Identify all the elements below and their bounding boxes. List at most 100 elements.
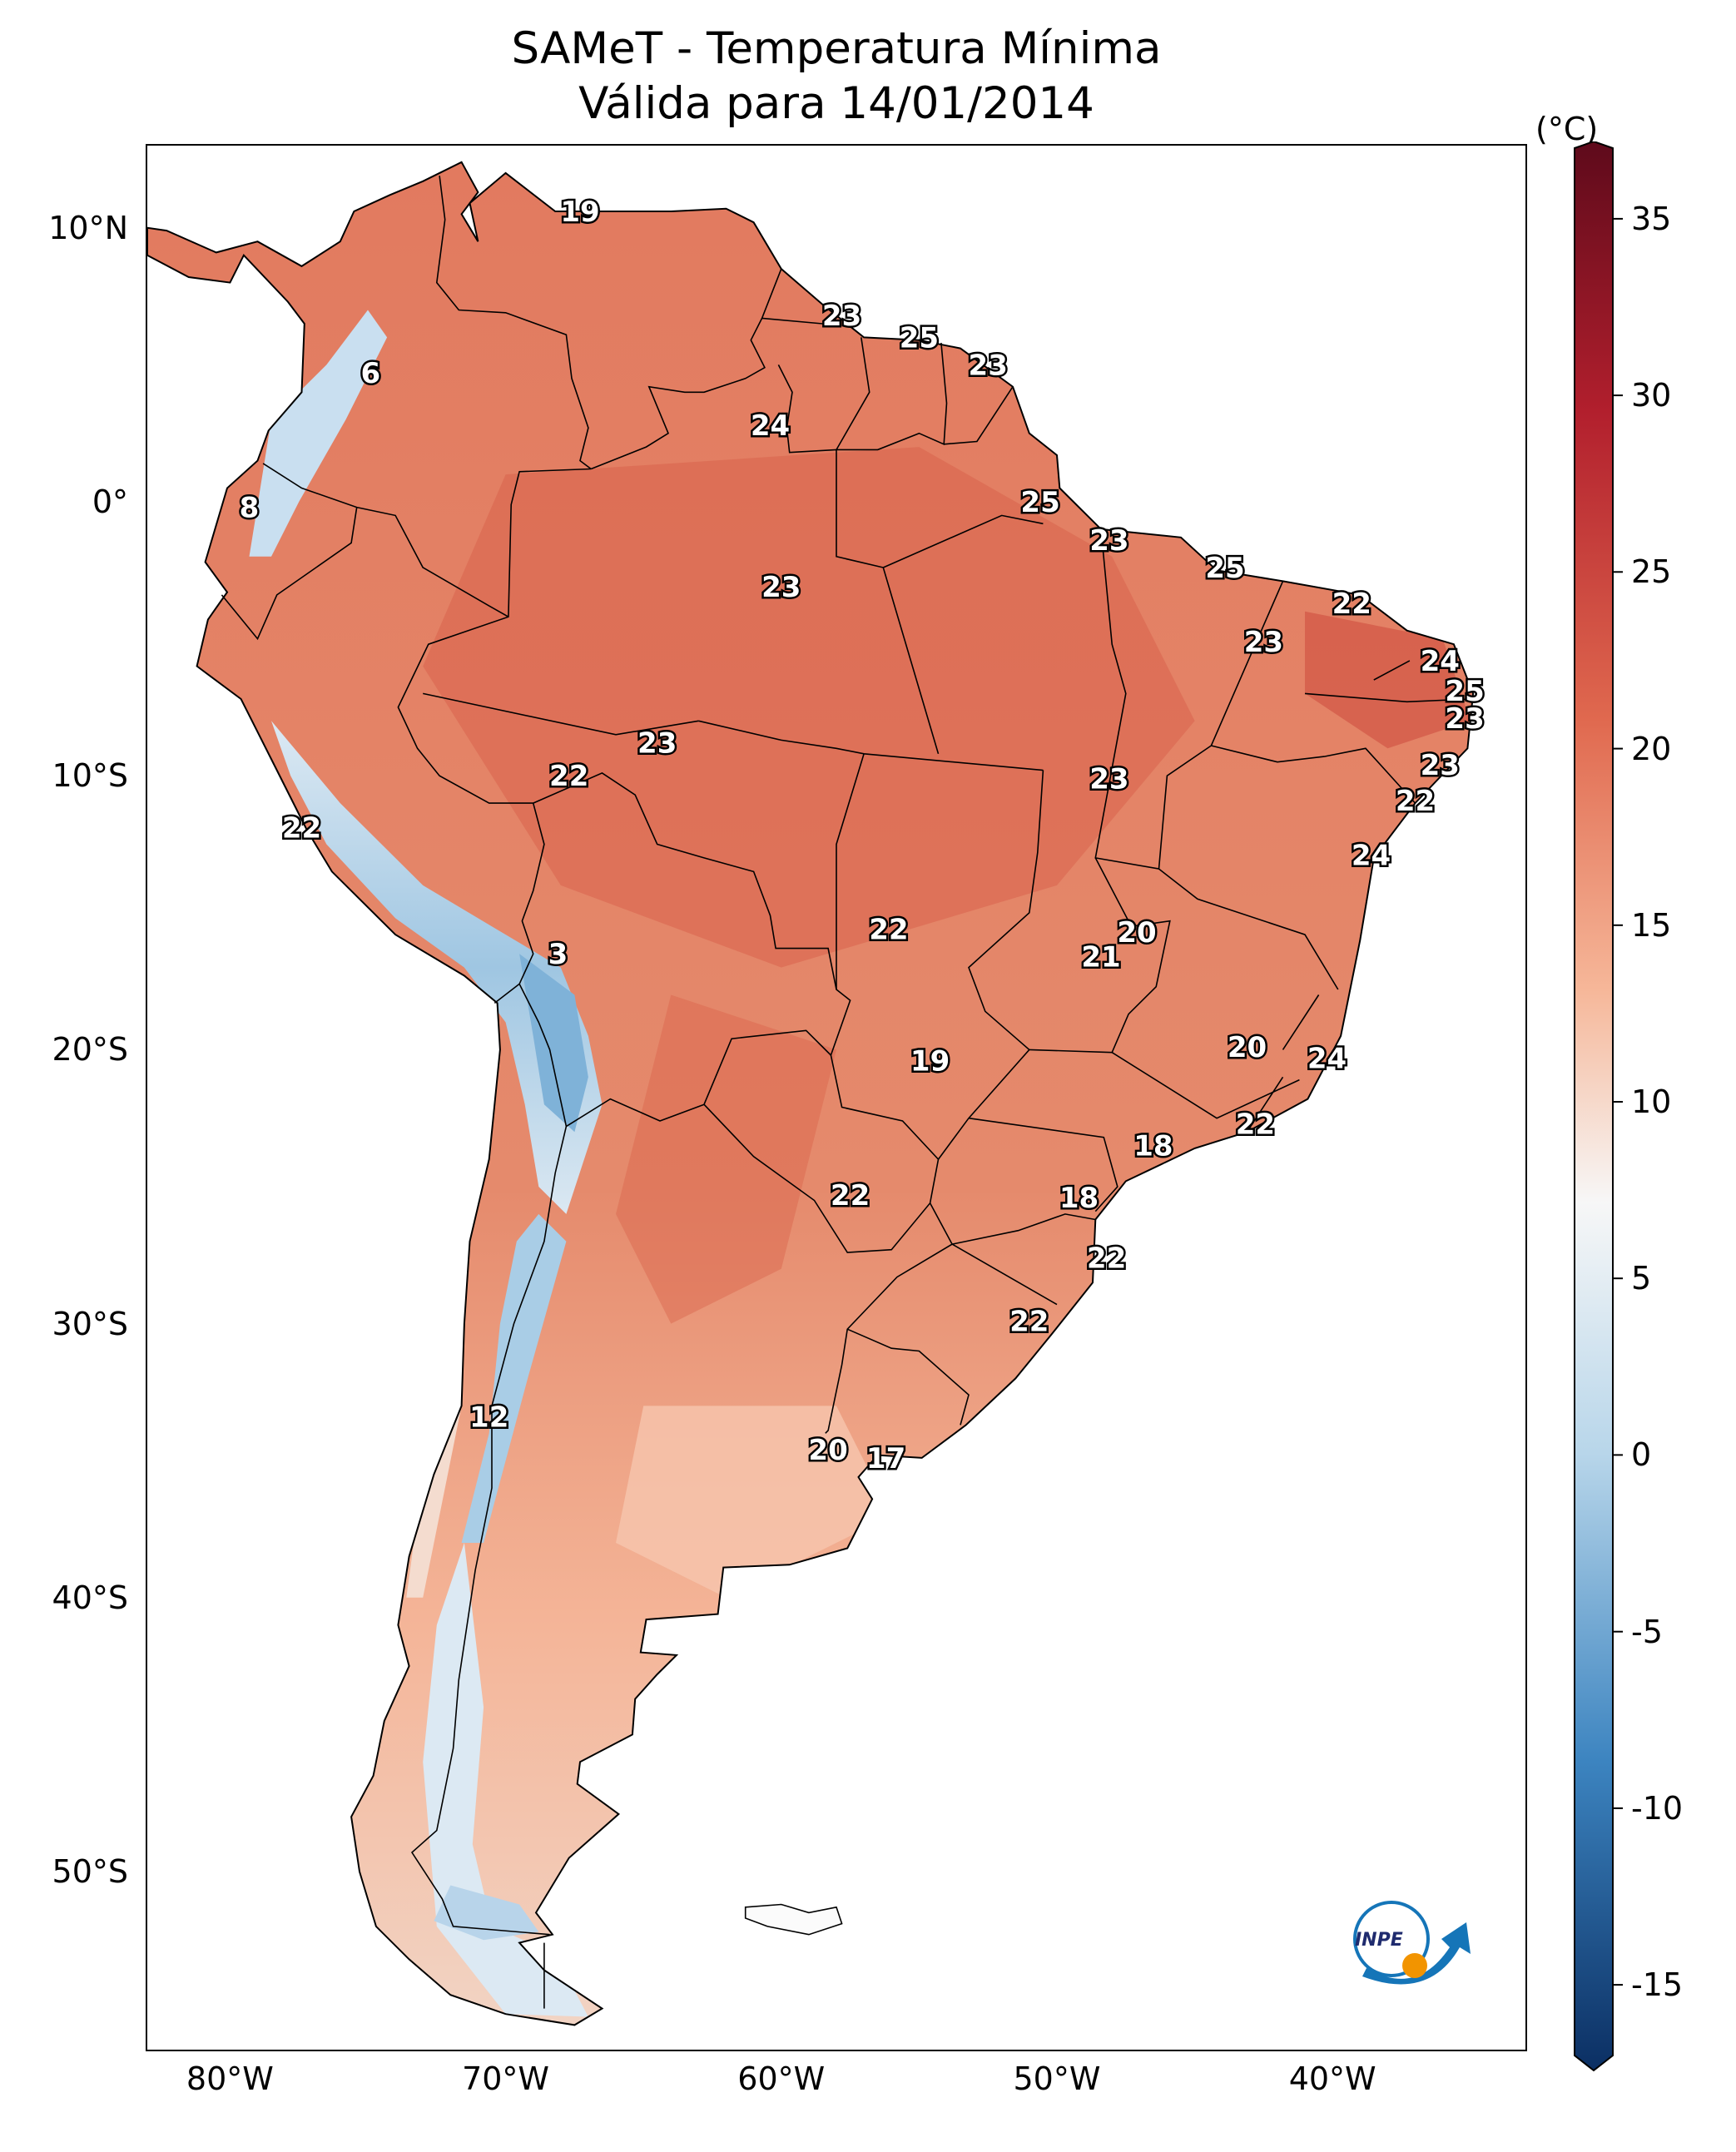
station-label: 3 [548,938,568,971]
border-line [262,463,509,617]
station-label: 20 [808,1434,847,1467]
longitude-tick-label: 60°W [737,2060,826,2097]
country-borders [147,161,1475,2026]
land-area [147,161,1474,2026]
station-label: 23 [969,349,1008,382]
logo-arrow-icon [1362,1922,1471,1985]
border-line [533,771,851,1056]
station-label: 25 [1445,675,1484,708]
latitude-tick-label: 10°S [52,757,128,795]
border-line [835,337,948,451]
latitude-tick-label: 20°S [52,1031,128,1069]
colorbar [1574,141,1623,2072]
station-label: 19 [560,196,599,229]
colorbar-tick-label: 20 [1631,730,1672,767]
border-line [494,802,545,1004]
border-line [1211,745,1416,804]
station-label: 22 [1236,1108,1275,1141]
longitude-tick-label: 50°W [1013,2060,1101,2097]
map-title: SAMeT - Temperatura Mínima [511,23,1162,74]
station-label: 18 [1059,1182,1099,1215]
station-label: 23 [1089,524,1128,558]
station-label: 20 [1117,916,1156,950]
border-line [836,753,865,989]
station-label: 22 [1087,1242,1126,1276]
station-label: 22 [282,812,321,845]
border-line [1304,692,1471,703]
station-label: 22 [1332,588,1371,621]
station-label: 17 [866,1442,905,1475]
longitude-tick-label: 70°W [462,2060,550,2097]
station-label: 24 [1421,645,1460,678]
logo-text: INPE [1355,1930,1403,1951]
warm-region-amazon [423,447,1195,968]
station-label: 22 [1009,1305,1049,1338]
border-line [435,176,592,470]
border-line [951,1213,1096,1245]
logo-ring-icon [1353,1901,1430,1977]
longitude-tick-label: 80°W [186,2060,274,2097]
station-label: 25 [1020,486,1059,519]
border-line [882,514,1044,568]
border-line [221,507,358,641]
border-line [1373,660,1411,681]
map-panel[interactable]: 19 23 25 23 6 24 8 25 23 25 23 22 23 24 25 23 23 22 23 23 22… [146,144,1527,2051]
border-line [1158,868,1339,990]
border-line [1246,1076,1284,1133]
border-line [944,386,1014,445]
station-label: 22 [831,1179,870,1212]
latitude-tick-label: 40°S [52,1579,128,1616]
station-label: 25 [1205,552,1244,585]
andes-cold-peru [271,721,603,1214]
station-label: 24 [1307,1042,1347,1075]
border-line [1094,528,1284,870]
station-label: 18 [1133,1130,1173,1163]
colorbar-tick-label: -5 [1631,1613,1663,1650]
inpe-logo: INPE [1353,1901,1471,1985]
station-label: 21 [1081,941,1120,974]
station-label: 22 [869,914,908,947]
andes-cold-north [249,310,388,557]
border-line [846,1328,970,1426]
logo-sun-icon [1402,1953,1427,1978]
colorbar-tick-label: 0 [1631,1436,1652,1474]
border-line [968,1117,1118,1212]
border-line [1029,1049,1300,1119]
colorbar-unit: (°C) [1535,111,1599,147]
cool-region-pampas [616,1406,892,1598]
colorbar-tick-label: -15 [1631,1966,1684,2004]
station-label: 22 [1396,785,1435,818]
colorbar-tick-label: 25 [1631,553,1672,591]
station-label: 25 [900,321,939,355]
coastline [147,161,1475,2026]
station-label: 20 [1228,1031,1267,1064]
falkland-islands [744,1903,843,1936]
station-label: 24 [1352,840,1391,873]
border-line [397,468,592,804]
border-line [836,449,940,755]
border-line [423,692,699,736]
hot-spot-northeast [1305,611,1471,749]
station-label: 12 [469,1401,508,1435]
border-line [777,364,837,454]
andes-cold-central [461,1213,567,1543]
colorbar-tick-label: 30 [1631,377,1672,414]
station-label: 23 [637,727,677,761]
colorbar-tick-label: 15 [1631,906,1672,944]
colorbar-tick-label: 5 [1631,1260,1652,1297]
border-line [590,268,782,470]
map-subtitle: Válida para 14/01/2014 [578,78,1094,129]
colorbar-gradient [1574,141,1614,2072]
latitude-tick-label: 50°S [52,1853,128,1890]
border-line [518,984,831,1128]
border-line [1282,994,1320,1050]
border-line [937,770,1044,1160]
latitude-tick-label: 10°N [48,209,128,246]
colorbar-tick-label: 10 [1631,1083,1672,1120]
station-label: 19 [910,1045,950,1078]
border-line [951,1243,1058,1306]
latitude-tick-label: 0° [92,483,128,520]
latitude-tick-label: 30°S [52,1305,128,1342]
